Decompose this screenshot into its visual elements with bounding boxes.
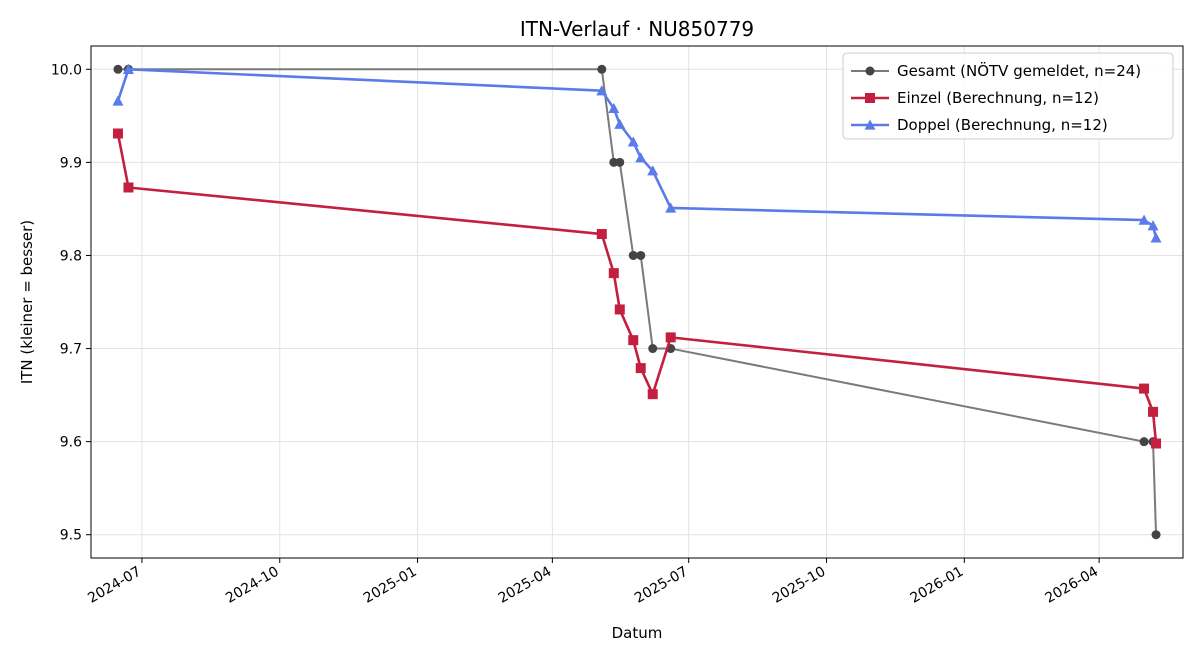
x-axis-label: Datum — [612, 624, 663, 642]
data-point-einzel — [123, 182, 134, 193]
y-tick-label: 9.9 — [60, 155, 82, 171]
series-doppel — [112, 63, 1162, 243]
data-point-doppel — [608, 102, 620, 114]
data-point-einzel — [112, 128, 123, 139]
x-tick-label: 2025-04 — [496, 564, 555, 607]
legend-marker-doppel — [864, 119, 876, 130]
x-axis-ticks: 2024-07 2024-10 2025-01 2025-04 2025-07 2025-… — [85, 558, 1101, 607]
series-layer — [112, 63, 1162, 540]
data-point-gesamt — [1151, 530, 1161, 540]
x-tick-label: 2025-07 — [632, 564, 691, 607]
data-point-doppel — [122, 63, 134, 74]
y-tick-label: 9.6 — [60, 435, 82, 451]
data-point-gesamt — [597, 64, 607, 74]
chart-title: ITN-Verlauf · NU850779 — [520, 17, 754, 41]
plot-frame — [90, 45, 1184, 559]
series-line-einzel — [116, 133, 1158, 444]
legend-label-doppel: Doppel (Berechnung, n=12) — [897, 116, 1108, 134]
legend: Gesamt (NÖTV gemeldet, n=24) Einzel (Bere… — [842, 52, 1174, 140]
data-point-einzel — [1151, 438, 1162, 449]
y-axis-ticks: 9.5 9.6 9.7 9.8 9.9 10.0 — [51, 62, 91, 544]
data-point-einzel — [665, 332, 676, 343]
data-point-einzel — [628, 335, 639, 346]
data-point-doppel — [627, 136, 639, 147]
data-point-einzel — [635, 363, 646, 374]
legend-marker-einzel — [865, 93, 875, 103]
data-point-einzel — [1139, 383, 1150, 394]
legend-label-einzel: Einzel (Berechnung, n=12) — [897, 89, 1099, 107]
y-tick-label: 9.5 — [60, 528, 82, 544]
legend-marker-gesamt — [865, 66, 875, 76]
x-tick-label: 2026-04 — [1042, 564, 1101, 607]
y-tick-label: 9.7 — [60, 342, 82, 358]
x-tick-label: 2025-10 — [770, 564, 829, 607]
x-tick-label: 2024-07 — [85, 564, 144, 607]
legend-label-gesamt: Gesamt (NÖTV gemeldet, n=24) — [897, 61, 1141, 80]
data-point-gesamt — [636, 250, 646, 260]
data-point-einzel — [614, 304, 625, 315]
data-point-einzel — [1148, 406, 1159, 417]
series-einzel — [112, 128, 1162, 449]
data-point-doppel — [596, 85, 608, 96]
data-point-doppel — [647, 165, 659, 176]
data-point-gesamt — [1139, 437, 1149, 447]
x-tick-label: 2025-01 — [361, 564, 420, 607]
data-point-doppel — [614, 118, 626, 129]
x-tick-label: 2026-01 — [908, 564, 967, 607]
data-point-doppel — [112, 95, 124, 106]
data-point-einzel — [647, 389, 658, 400]
data-point-einzel — [596, 229, 607, 240]
data-point-gesamt — [113, 64, 123, 74]
data-point-doppel — [1147, 220, 1159, 231]
data-point-einzel — [608, 268, 619, 279]
data-point-gesamt — [615, 157, 625, 167]
legend-box — [842, 52, 1174, 140]
data-point-doppel — [635, 152, 647, 163]
data-point-doppel — [1138, 214, 1150, 225]
data-point-doppel — [665, 202, 677, 213]
data-point-doppel — [1150, 232, 1162, 243]
y-axis-label: ITN (kleiner = besser) — [18, 220, 36, 384]
y-tick-label: 9.8 — [60, 248, 82, 264]
x-tick-label: 2024-10 — [223, 564, 282, 607]
data-point-gesamt — [648, 344, 658, 354]
y-tick-label: 10.0 — [51, 62, 82, 78]
data-point-gesamt — [628, 250, 638, 260]
